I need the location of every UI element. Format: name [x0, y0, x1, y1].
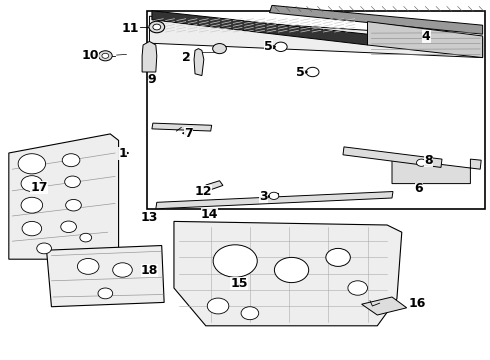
Text: 16: 16: [409, 297, 426, 310]
Circle shape: [348, 281, 368, 295]
Polygon shape: [343, 147, 442, 167]
Polygon shape: [149, 16, 483, 58]
Text: 6: 6: [415, 183, 423, 195]
Circle shape: [21, 176, 43, 192]
Polygon shape: [194, 49, 204, 76]
Polygon shape: [362, 297, 407, 315]
Circle shape: [18, 154, 46, 174]
Polygon shape: [152, 11, 368, 45]
Circle shape: [149, 21, 165, 33]
Circle shape: [21, 197, 43, 213]
Circle shape: [274, 42, 287, 51]
Text: 13: 13: [141, 211, 158, 224]
Circle shape: [65, 176, 80, 188]
Polygon shape: [174, 221, 402, 326]
Ellipse shape: [48, 230, 65, 238]
Circle shape: [22, 221, 42, 236]
Text: 12: 12: [195, 185, 212, 198]
Text: 5: 5: [296, 66, 305, 78]
Polygon shape: [270, 5, 483, 34]
Circle shape: [153, 24, 161, 30]
Text: 7: 7: [184, 127, 193, 140]
Circle shape: [416, 159, 426, 166]
Bar: [270, 193, 278, 199]
Circle shape: [213, 245, 257, 277]
Circle shape: [306, 67, 319, 77]
Ellipse shape: [49, 161, 69, 170]
Circle shape: [37, 243, 51, 254]
Ellipse shape: [49, 206, 69, 215]
Circle shape: [213, 44, 226, 54]
Circle shape: [80, 233, 92, 242]
Circle shape: [98, 288, 113, 299]
Text: 10: 10: [82, 49, 99, 62]
Circle shape: [274, 257, 309, 283]
Polygon shape: [9, 134, 119, 259]
Circle shape: [66, 199, 81, 211]
Text: 4: 4: [422, 30, 431, 42]
Polygon shape: [152, 123, 212, 131]
Text: 17: 17: [30, 181, 48, 194]
Polygon shape: [206, 181, 223, 190]
Circle shape: [98, 51, 112, 61]
Polygon shape: [156, 192, 393, 209]
Text: 1: 1: [118, 147, 127, 159]
Text: 11: 11: [121, 22, 139, 35]
Text: 3: 3: [259, 190, 268, 203]
Polygon shape: [142, 41, 157, 72]
Circle shape: [241, 307, 259, 320]
Polygon shape: [47, 246, 164, 307]
Text: 9: 9: [147, 73, 156, 86]
Text: 18: 18: [141, 264, 158, 277]
Polygon shape: [368, 22, 483, 58]
Polygon shape: [392, 158, 481, 184]
Bar: [147, 11, 485, 209]
Circle shape: [207, 298, 229, 314]
Circle shape: [326, 248, 350, 266]
Circle shape: [62, 154, 80, 167]
Text: 5: 5: [264, 40, 273, 53]
Ellipse shape: [49, 183, 69, 192]
Text: 8: 8: [424, 154, 433, 167]
Circle shape: [269, 192, 279, 199]
Circle shape: [77, 258, 99, 274]
Text: 2: 2: [182, 51, 191, 64]
Circle shape: [102, 53, 109, 58]
Text: 14: 14: [201, 208, 219, 221]
Circle shape: [61, 221, 76, 233]
Text: 15: 15: [230, 277, 248, 290]
Circle shape: [113, 263, 132, 277]
